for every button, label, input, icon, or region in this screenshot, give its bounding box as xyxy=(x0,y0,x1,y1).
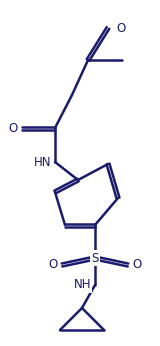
Text: NH: NH xyxy=(73,279,91,291)
Text: O: O xyxy=(132,258,141,272)
Text: O: O xyxy=(116,21,125,35)
Text: O: O xyxy=(49,258,58,272)
Text: S: S xyxy=(91,252,99,264)
Text: HN: HN xyxy=(33,155,51,169)
Text: O: O xyxy=(9,121,18,135)
